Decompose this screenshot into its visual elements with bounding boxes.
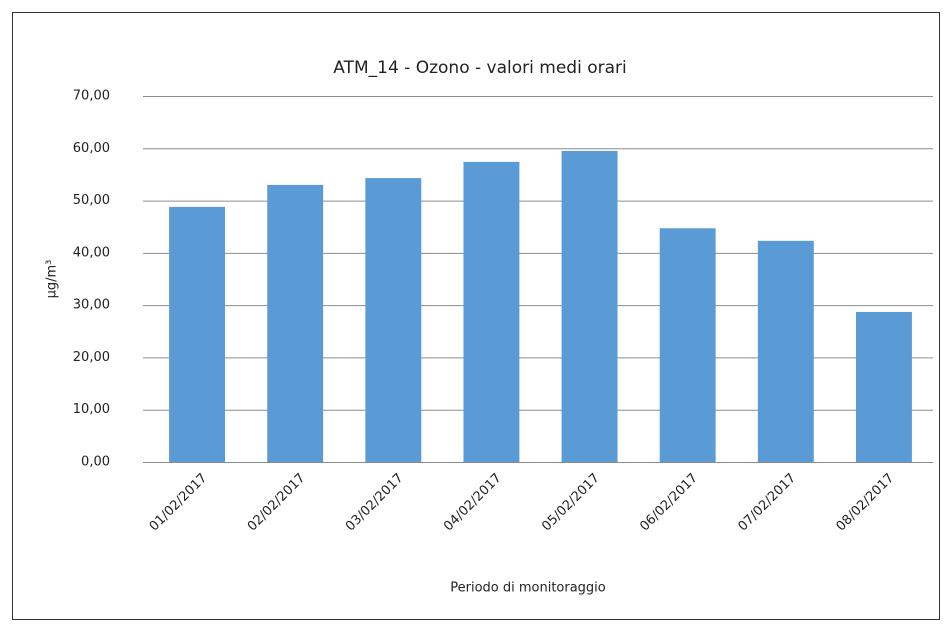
bar — [757, 240, 814, 462]
y-tick-label: 20,00 — [73, 350, 110, 365]
x-axis-title: Periodo di monitoraggio — [450, 581, 606, 596]
y-axis-title: μg/m³ — [45, 260, 60, 299]
y-tick-label: 0,00 — [81, 455, 110, 470]
bar — [561, 150, 618, 462]
y-tick-label: 50,00 — [73, 193, 110, 208]
bar — [365, 178, 422, 463]
y-tick-label: 60,00 — [73, 141, 110, 156]
chart-title: ATM_14 - Ozono - valori medi orari — [333, 58, 626, 78]
bar — [169, 206, 226, 462]
bar — [267, 184, 324, 462]
y-tick-label: 40,00 — [73, 245, 110, 260]
bar — [463, 161, 520, 462]
y-tick-label: 30,00 — [73, 298, 110, 313]
y-tick-label: 10,00 — [73, 402, 110, 417]
bar — [659, 228, 716, 462]
bar — [855, 311, 912, 462]
y-tick-label: 70,00 — [73, 89, 110, 104]
